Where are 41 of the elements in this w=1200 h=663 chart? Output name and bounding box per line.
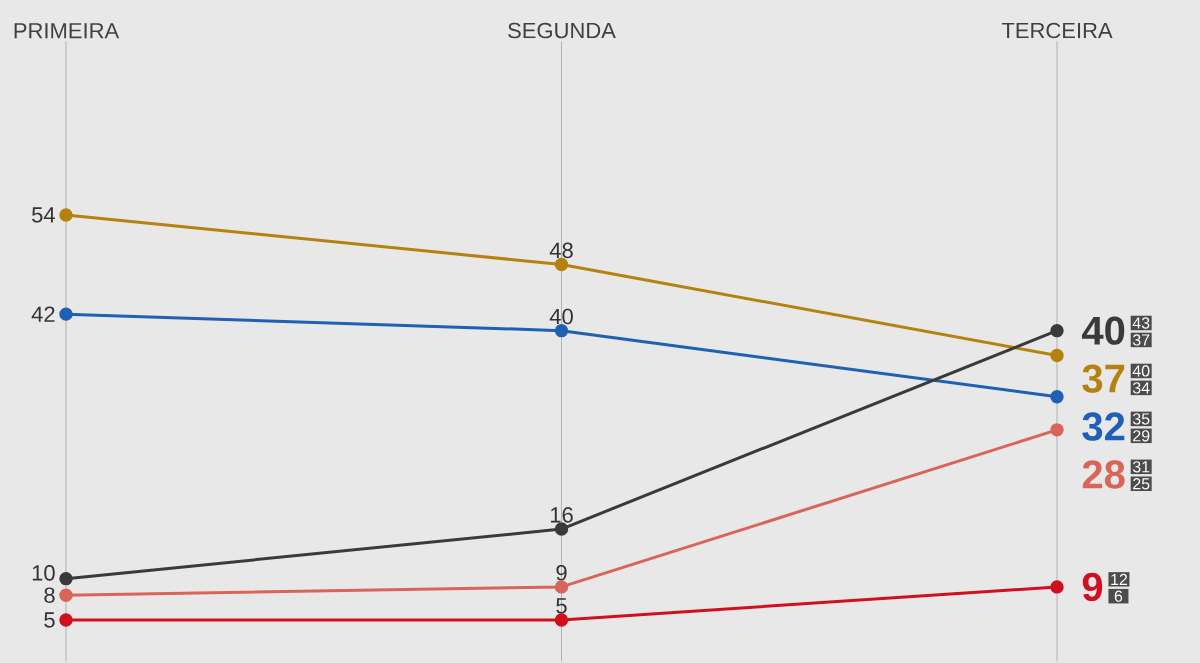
data-label: 40	[1082, 316, 1125, 345]
data-label: 42	[31, 306, 55, 322]
point	[59, 588, 73, 602]
data-label: 9	[556, 564, 567, 581]
point	[554, 580, 569, 594]
data-label: 32	[1082, 412, 1125, 441]
point	[1050, 580, 1064, 594]
annotation: 29	[1133, 430, 1150, 442]
annotation: 6	[1114, 590, 1123, 602]
point	[59, 613, 73, 627]
data-label: 28	[1082, 460, 1125, 489]
annotation: 35	[1132, 413, 1150, 425]
annotation: 37	[1132, 334, 1150, 346]
point	[554, 613, 569, 627]
x-tick-label: PRIMEIRA	[14, 23, 120, 39]
annotation: 31	[1132, 461, 1150, 473]
point	[1050, 423, 1064, 437]
data-label: 37	[1082, 364, 1125, 393]
x-tick-label: SEGUNDA	[508, 22, 616, 39]
point	[59, 571, 73, 586]
x-tick-label: TERCEIRA	[1001, 22, 1113, 39]
point	[1050, 323, 1064, 338]
data-label: 48	[549, 242, 573, 259]
annotation: 25	[1133, 478, 1150, 490]
point	[59, 307, 73, 321]
annotation: 34	[1132, 382, 1150, 394]
point	[59, 208, 73, 222]
data-label: 10	[32, 565, 55, 581]
data-label: 5	[556, 598, 567, 614]
data-label: 16	[550, 507, 573, 523]
point	[554, 522, 569, 536]
point	[1050, 348, 1064, 363]
data-label: 40	[549, 308, 573, 325]
data-label: 5	[44, 612, 55, 628]
annotation: 43	[1132, 317, 1150, 329]
data-label: 54	[32, 207, 55, 223]
annotation: 12	[1111, 573, 1128, 585]
data-label: 8	[44, 587, 55, 603]
annotation: 40	[1132, 365, 1150, 377]
data-label: 9	[1082, 572, 1103, 602]
point	[1050, 390, 1064, 404]
